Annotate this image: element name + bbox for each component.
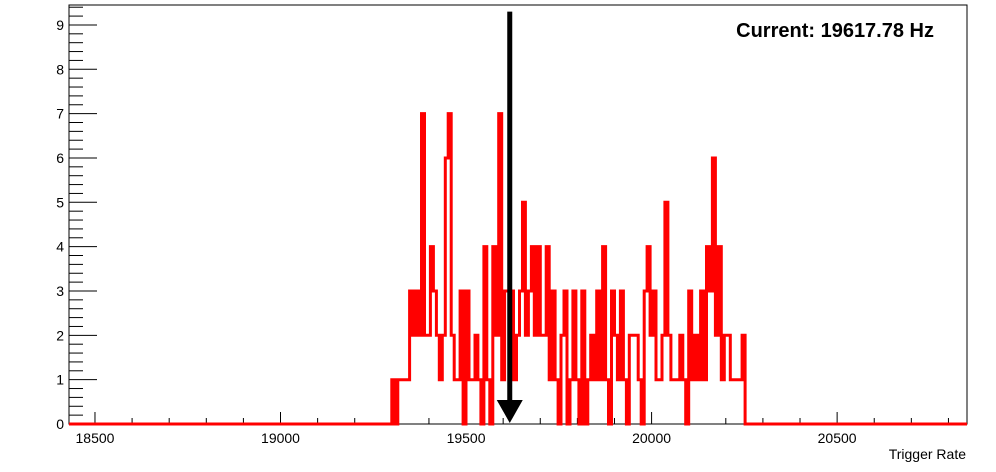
current-rate-label: Current: 19617.78 Hz	[736, 20, 934, 42]
x-tick-label: 18500	[76, 430, 115, 446]
y-axis: 0 1 2 3 4 5 6 7 8 9	[56, 6, 97, 432]
annotation-layer	[496, 11, 523, 423]
y-tick-label: 5	[56, 194, 64, 210]
y-tick-label: 0	[56, 416, 64, 432]
y-tick-label: 3	[56, 283, 64, 299]
y-tick-label: 2	[56, 327, 64, 343]
y-tick-label: 6	[56, 150, 64, 166]
x-axis: 18500 19000 19500 20000 20500	[76, 412, 949, 446]
y-tick-label: 7	[56, 106, 64, 122]
x-tick-label: 19000	[261, 430, 300, 446]
arrow-head	[496, 400, 523, 423]
x-tick-label: 19500	[447, 430, 486, 446]
series-layer	[69, 112, 967, 426]
plot-frame	[68, 4, 968, 425]
y-tick-label: 9	[56, 17, 64, 33]
x-axis-title: Trigger Rate	[889, 446, 967, 462]
x-tick-label: 20500	[818, 430, 857, 446]
y-tick-label: 8	[56, 61, 64, 77]
histogram-line	[69, 112, 967, 426]
y-tick-label: 4	[56, 239, 64, 255]
y-tick-label: 1	[56, 372, 64, 388]
x-tick-label: 20000	[632, 430, 671, 446]
